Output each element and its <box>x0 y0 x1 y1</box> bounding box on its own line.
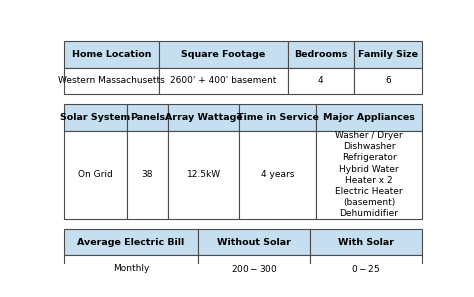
Text: Monthly: Monthly <box>113 264 149 273</box>
Text: Time in Service: Time in Service <box>237 113 319 122</box>
Text: 4: 4 <box>318 76 324 85</box>
Bar <box>354 41 422 68</box>
Bar <box>168 131 239 219</box>
Bar <box>64 229 198 255</box>
Bar <box>64 41 159 68</box>
Text: Square Footage: Square Footage <box>181 50 265 59</box>
Bar <box>198 255 310 282</box>
Text: 6: 6 <box>385 76 391 85</box>
Text: On Grid: On Grid <box>78 170 113 179</box>
Text: Array Wattage: Array Wattage <box>164 113 242 122</box>
Text: 2600' + 400' basement: 2600' + 400' basement <box>170 76 276 85</box>
Bar <box>159 41 288 68</box>
Bar <box>127 131 168 219</box>
Text: Washer / Dryer
Dishwasher
Refrigerator
Hybrid Water
Heater x 2
Electric Heater
(: Washer / Dryer Dishwasher Refrigerator H… <box>335 131 403 218</box>
Text: Panels: Panels <box>130 113 165 122</box>
Text: $200 - $300: $200 - $300 <box>231 263 277 274</box>
Bar <box>239 131 316 219</box>
Bar <box>168 104 239 131</box>
Text: 4 years: 4 years <box>261 170 294 179</box>
Bar <box>64 68 159 94</box>
Bar <box>288 41 354 68</box>
Bar <box>288 68 354 94</box>
Bar <box>64 104 127 131</box>
Bar <box>316 104 422 131</box>
Bar <box>64 131 127 219</box>
Bar <box>316 131 422 219</box>
Text: 12.5kW: 12.5kW <box>186 170 220 179</box>
Text: Home Location: Home Location <box>72 50 151 59</box>
Text: Average Electric Bill: Average Electric Bill <box>77 238 185 247</box>
Text: Major Appliances: Major Appliances <box>323 113 415 122</box>
Text: Western Massachusetts: Western Massachusetts <box>58 76 165 85</box>
Bar <box>239 104 316 131</box>
Text: With Solar: With Solar <box>338 238 394 247</box>
Bar <box>354 68 422 94</box>
Text: Family Size: Family Size <box>358 50 418 59</box>
Bar <box>127 104 168 131</box>
Bar <box>310 229 422 255</box>
Bar <box>159 68 288 94</box>
Text: 38: 38 <box>141 170 153 179</box>
Text: Solar System: Solar System <box>60 113 130 122</box>
Bar <box>310 255 422 282</box>
Bar <box>64 255 198 282</box>
Bar <box>198 229 310 255</box>
Text: $0 - $25: $0 - $25 <box>351 263 381 274</box>
Text: Without Solar: Without Solar <box>217 238 291 247</box>
Text: Bedrooms: Bedrooms <box>294 50 347 59</box>
